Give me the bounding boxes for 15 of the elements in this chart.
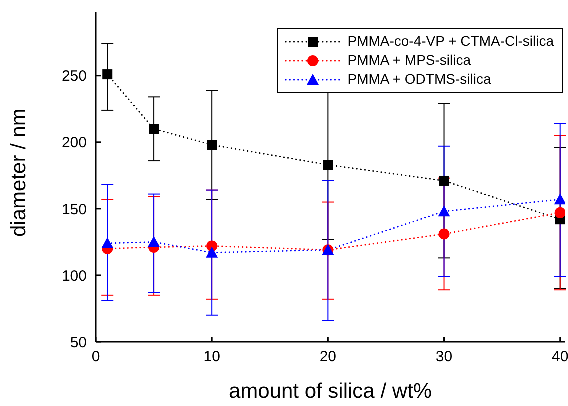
y-tick-label: 150 <box>62 201 87 218</box>
x-axis-title: amount of silica / wt% <box>228 380 432 403</box>
x-tick-label: 0 <box>92 348 100 366</box>
legend-label: PMMA + ODTMS-silica <box>348 70 492 89</box>
y-tick-label: 200 <box>62 134 87 152</box>
y-axis-title: diameter / nm <box>7 108 30 237</box>
y-tick-label: 100 <box>62 268 87 285</box>
x-tick-label: 20 <box>320 348 337 366</box>
x-tick-label: 40 <box>552 348 568 366</box>
y-tick-label: 50 <box>70 334 87 352</box>
legend-label: PMMA + MPS-silica <box>348 51 472 70</box>
x-tick-label: 30 <box>436 348 453 366</box>
y-tick-label: 250 <box>62 68 87 86</box>
legend-label: PMMA-co-4-VP + CTMA-Cl-silica <box>348 32 554 51</box>
x-tick-label: 10 <box>204 348 220 366</box>
